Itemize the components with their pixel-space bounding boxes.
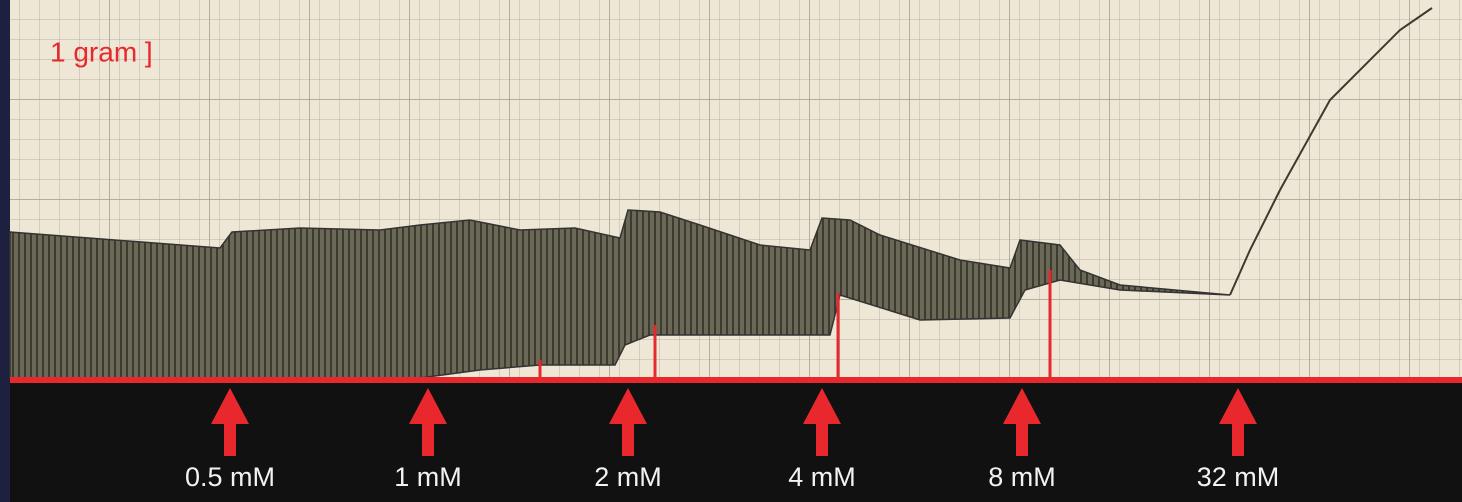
arrow bbox=[609, 388, 647, 456]
left-strip bbox=[0, 0, 10, 502]
baseline bbox=[10, 377, 1462, 383]
arrow bbox=[1219, 388, 1257, 456]
marker-label: 4 mM bbox=[788, 462, 856, 492]
recording-trace bbox=[9, 209, 1231, 379]
arrow bbox=[1003, 388, 1041, 456]
marker-label: 2 mM bbox=[594, 462, 662, 492]
markers: 0.5 mM 1 mM 2 mM 4 mM 8 mM 32 mM bbox=[185, 388, 1279, 492]
marker-label: 32 mM bbox=[1197, 462, 1280, 492]
red-markers bbox=[538, 270, 1052, 380]
scale-label: 1 gram ] bbox=[50, 36, 153, 67]
arrow bbox=[803, 388, 841, 456]
trace-rise bbox=[1229, 7, 1433, 296]
marker-label: 1 mM bbox=[394, 462, 462, 492]
marker-label: 0.5 mM bbox=[185, 462, 275, 492]
arrow bbox=[211, 388, 249, 456]
arrow bbox=[409, 388, 447, 456]
marker-label: 8 mM bbox=[988, 462, 1056, 492]
